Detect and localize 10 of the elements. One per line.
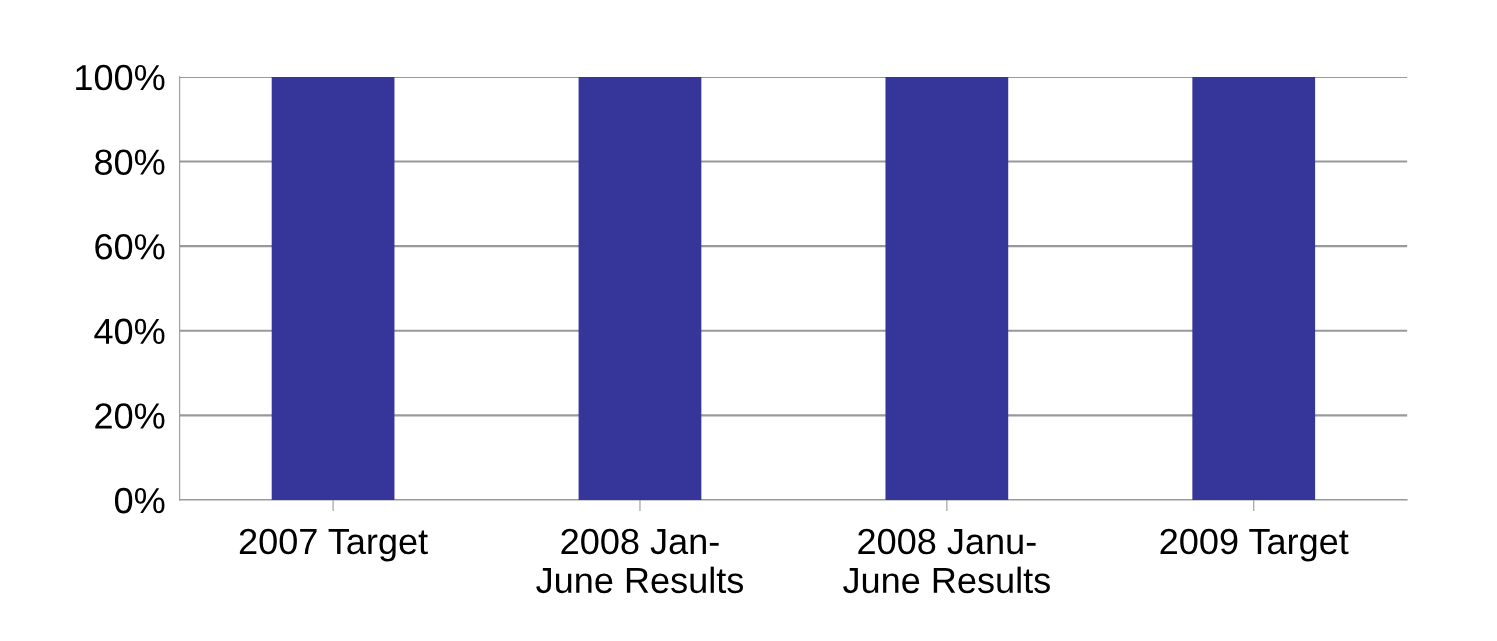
y-tick-label: 20% xyxy=(95,403,165,429)
y-tick-label: 60% xyxy=(95,234,165,260)
x-tick-label: 2008 Janu- June Results xyxy=(843,528,1050,594)
x-tick-label: 2007 Target xyxy=(239,528,428,562)
y-tick-label: 40% xyxy=(94,318,165,345)
x-tick-label: 2009 Target xyxy=(1160,528,1349,562)
y-tick-label: 100% xyxy=(76,64,165,91)
y-tick-label: 80% xyxy=(95,149,165,175)
x-tick-label: 2008 Jan- June Results xyxy=(536,528,744,594)
y-tick-label: 0% xyxy=(114,487,165,514)
